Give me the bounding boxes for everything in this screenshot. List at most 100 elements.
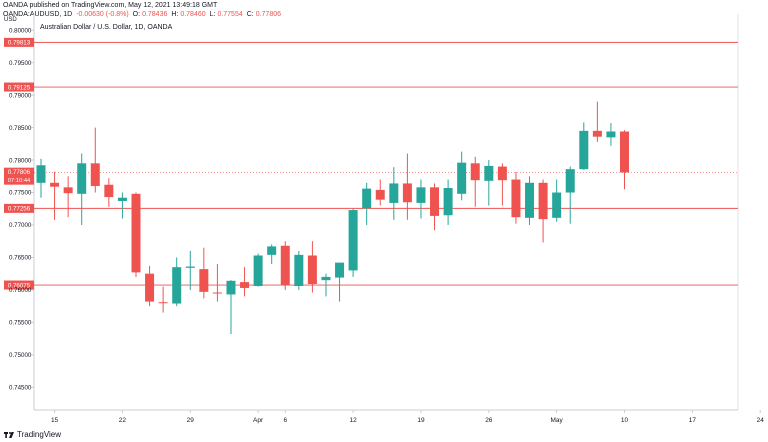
x-tick-label: 24 <box>757 417 765 424</box>
candle <box>430 183 440 231</box>
candle <box>185 250 195 290</box>
candle-body <box>335 262 345 278</box>
candle-body <box>402 183 412 203</box>
candle <box>538 179 548 243</box>
candle-body <box>77 163 87 194</box>
candle-body <box>348 210 358 271</box>
candle-body <box>131 193 141 273</box>
open-label: O: <box>132 11 141 18</box>
candle-body <box>226 280 236 295</box>
candle-body <box>606 131 616 138</box>
candle <box>416 179 426 219</box>
price-tag <box>4 82 34 92</box>
chart-title: Australian Dollar / U.S. Dollar, 1D, OAN… <box>40 24 173 31</box>
x-axis: 15 22 29 Apr 6 12 19 26 May 10 17 24 <box>51 410 764 424</box>
candle <box>443 179 453 225</box>
low-label: L: <box>209 11 216 18</box>
price-tag <box>4 203 34 213</box>
y-tick-label: 0.79000 <box>9 92 32 99</box>
tradingview-logo-icon <box>4 431 14 438</box>
footer: TradingView <box>4 430 61 439</box>
price-tag-label: 0.76075 <box>8 282 31 289</box>
high-label: H: <box>171 11 179 18</box>
y-tick-label: 0.78500 <box>9 125 32 132</box>
x-tick-label: Apr <box>253 417 264 424</box>
candle <box>497 163 507 206</box>
candle <box>606 123 616 146</box>
candle-body <box>307 255 317 285</box>
candle <box>552 179 562 222</box>
candle <box>389 167 399 220</box>
candle <box>620 130 630 190</box>
candle <box>253 253 263 287</box>
candle <box>307 241 317 293</box>
candle <box>199 247 209 299</box>
symbol: OANDA:AUDUSD, 1D <box>3 11 73 18</box>
candle-body <box>104 184 114 198</box>
y-tick-label: 0.76000 <box>9 287 32 294</box>
x-tick-label: 19 <box>417 417 425 424</box>
candle <box>457 151 467 201</box>
candle-body <box>484 165 494 181</box>
candle-body <box>280 245 290 286</box>
high-value: 0.78460 <box>180 11 206 18</box>
x-tick-label: 6 <box>283 417 287 424</box>
x-tick-label: 17 <box>689 417 697 424</box>
price-change: -0.00630 (-0.8%) <box>76 11 129 18</box>
candle <box>226 280 236 335</box>
candle-body <box>538 182 548 220</box>
last-price-label: 0.77806 <box>8 169 31 176</box>
candle <box>131 192 141 277</box>
candle-body <box>36 165 46 183</box>
countdown-label: 07:10:44 <box>8 178 31 184</box>
close-value: 0.77806 <box>255 11 282 18</box>
candle-body <box>362 188 372 209</box>
candle-body <box>375 189 385 200</box>
candle-body <box>253 255 263 287</box>
price-tag-label: 0.77256 <box>8 206 31 213</box>
price-tag <box>4 280 34 290</box>
candle-body <box>240 282 250 288</box>
candle-body <box>145 273 155 302</box>
candle <box>321 273 331 297</box>
price-tag-label: 0.79125 <box>8 84 31 91</box>
candle-body <box>63 187 73 194</box>
y-tick-label: 0.75500 <box>9 320 32 327</box>
published-line: OANDA published on TradingView.com, May … <box>3 2 218 9</box>
candle-body <box>294 254 304 287</box>
x-tick-label: 26 <box>485 417 493 424</box>
candle-body <box>511 179 521 218</box>
y-tick-label: 0.79500 <box>9 60 32 67</box>
y-tick-label: 0.77500 <box>9 190 32 197</box>
y-axis: USD 0.74500 0.75000 0.75500 0.76000 0.76500 0.… <box>4 17 34 391</box>
candle-body <box>117 197 127 201</box>
candle-body <box>592 130 602 137</box>
candle-body <box>321 276 331 281</box>
open-value: 0.78436 <box>142 11 168 18</box>
candle-body <box>430 187 440 216</box>
close-label: C: <box>246 11 254 18</box>
candle <box>63 176 73 218</box>
candle <box>579 122 589 170</box>
candle-body <box>497 166 507 181</box>
chart-header: OANDA published on TradingView.com, May … <box>3 1 283 19</box>
x-tick-label: 12 <box>349 417 357 424</box>
y-tick-label: 0.75000 <box>9 352 32 359</box>
candle <box>470 156 480 207</box>
candle-body <box>199 269 209 292</box>
candle <box>592 101 602 142</box>
x-tick-label: 22 <box>119 417 127 424</box>
candles <box>36 101 630 335</box>
candle-body <box>525 182 535 218</box>
y-tick-label: 0.76500 <box>9 255 32 262</box>
low-value: 0.77554 <box>217 11 243 18</box>
candle <box>565 166 575 224</box>
candle-body <box>470 163 480 181</box>
candle-body <box>158 302 168 304</box>
candle <box>240 267 250 297</box>
candle <box>36 158 46 198</box>
candle <box>294 250 304 290</box>
candle <box>104 178 114 207</box>
y-tick-label: 0.78000 <box>9 157 32 164</box>
